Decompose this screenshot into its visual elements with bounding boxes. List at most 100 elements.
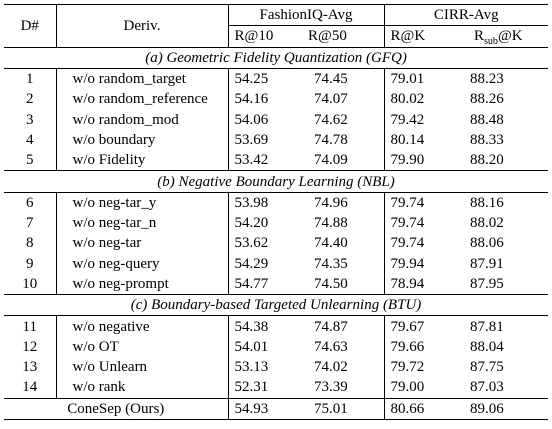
row-deriv: w/o boundary [55, 129, 228, 151]
table-row: 6 w/o neg-tar_y 53.98 74.96 79.74 88.16 [4, 192, 548, 213]
header-rsubk: Rsub@K [474, 28, 523, 48]
row-id: 3 [26, 111, 34, 128]
row-cirr-rsubk: 88.26 [470, 91, 504, 108]
row-id: 5 [26, 152, 34, 169]
row-id: 1 [26, 71, 34, 88]
section-title: (c) Boundary-based Targeted Unlearning (… [4, 294, 549, 317]
row-cirr-rsubk: 88.04 [470, 338, 504, 355]
row-cirr-rsubk: 87.91 [470, 255, 504, 272]
row-cirr-rk: 79.72 [383, 357, 465, 378]
table-row: 7 w/o neg-tar_n 54.20 74.88 79.74 88.02 [4, 212, 548, 234]
final-fashioniq-r50: 75.01 [308, 397, 385, 420]
table-row: 14 w/o rank 52.31 73.39 79.00 87.03 [4, 377, 548, 399]
row-fashioniq-r10: 53.98 [227, 192, 308, 213]
table-row: 12 w/o OT 54.01 74.63 79.66 88.04 [4, 336, 548, 358]
row-cirr-rk: 78.94 [383, 273, 465, 295]
row-fashioniq-r10: 54.16 [227, 89, 308, 110]
row-fashioniq-r50: 74.09 [314, 152, 348, 169]
table-row: 5 w/o Fidelity 53.42 74.09 79.90 88.20 [4, 150, 548, 171]
row-cirr-rsubk: 87.81 [470, 318, 504, 335]
row-deriv: w/o OT [55, 336, 228, 358]
row-cirr-rk: 79.74 [383, 192, 465, 213]
row-cirr-rk: 79.42 [383, 109, 465, 130]
section-title: (a) Geometric Fidelity Quantization (GFQ… [4, 46, 549, 69]
row-cirr-rk: 79.01 [383, 68, 465, 90]
ablation-table: D# Deriv. FashionIQ-Avg CIRR-Avg R@10 R@… [4, 3, 549, 420]
row-fashioniq-r10: 54.06 [227, 109, 308, 130]
row-id: 7 [26, 215, 34, 232]
header-r10: R@10 [227, 25, 308, 48]
table-row: 10 w/o neg-prompt 54.77 74.50 78.94 87.95 [4, 273, 548, 295]
table-row: 1 w/o random_target 54.25 74.45 79.01 88.23 [4, 68, 548, 90]
table-row: 11 w/o negative 54.38 74.87 79.67 87.81 [4, 315, 548, 337]
table-row: 2 w/o random_reference 54.16 74.07 80.02 88.2… [4, 89, 548, 110]
row-id: 12 [22, 338, 38, 355]
row-deriv: w/o neg-tar_n [55, 212, 228, 234]
row-cirr-rk: 80.02 [383, 89, 465, 110]
final-cirr-rsubk: 89.06 [464, 397, 549, 420]
row-deriv: w/o neg-tar [55, 233, 228, 254]
row-cirr-rsubk: 88.20 [470, 152, 504, 169]
final-fashioniq-r10: 54.93 [227, 397, 308, 420]
row-cirr-rk: 79.00 [383, 377, 465, 399]
section-header: (a) Geometric Fidelity Quantization (GFQ… [4, 46, 549, 69]
table-row: 9 w/o neg-query 54.29 74.35 79.94 87.91 [4, 253, 548, 274]
row-fashioniq-r50: 73.39 [314, 379, 348, 396]
row-cirr-rsubk: 88.02 [470, 215, 504, 232]
row-deriv: w/o Fidelity [55, 150, 228, 171]
row-deriv: w/o random_reference [55, 89, 228, 110]
row-deriv: w/o neg-prompt [55, 273, 228, 295]
row-fashioniq-r10: 54.20 [227, 212, 308, 234]
row-deriv: w/o random_target [55, 68, 228, 90]
header-rk: R@K [383, 25, 465, 48]
row-fashioniq-r50: 74.87 [314, 318, 348, 335]
row-id: 4 [26, 131, 34, 148]
row-fashioniq-r10: 53.13 [227, 357, 308, 378]
row-fashioniq-r10: 54.25 [227, 68, 308, 90]
row-id: 6 [26, 194, 34, 211]
row-fashioniq-r10: 52.31 [227, 377, 308, 399]
final-label: ConeSep (Ours) [4, 397, 228, 420]
header-id: D# [4, 4, 56, 48]
row-fashioniq-r50: 74.35 [314, 255, 348, 272]
row-fashioniq-r50: 74.07 [314, 91, 348, 108]
row-id: 9 [26, 255, 34, 272]
row-cirr-rsubk: 88.23 [470, 71, 504, 88]
row-fashioniq-r50: 74.78 [314, 131, 348, 148]
row-cirr-rsubk: 87.03 [470, 379, 504, 396]
table-row: 3 w/o random_mod 54.06 74.62 79.42 88.48 [4, 109, 548, 130]
section-header: (b) Negative Boundary Learning (NBL) [4, 170, 549, 193]
row-cirr-rsubk: 88.16 [470, 194, 504, 211]
row-id: 2 [26, 91, 34, 108]
row-cirr-rk: 79.66 [383, 336, 465, 358]
row-fashioniq-r50: 74.63 [314, 338, 348, 355]
row-deriv: w/o negative [55, 315, 228, 337]
final-cirr-rk: 80.66 [383, 397, 465, 420]
row-cirr-rk: 80.14 [383, 129, 465, 151]
row-cirr-rsubk: 87.75 [470, 359, 504, 376]
row-cirr-rk: 79.74 [383, 212, 465, 234]
header-cirr: CIRR-Avg [383, 3, 549, 27]
row-id: 10 [22, 276, 38, 292]
row-fashioniq-r10: 54.01 [227, 336, 308, 358]
row-cirr-rk: 79.74 [383, 233, 465, 254]
row-fashioniq-r10: 54.38 [227, 315, 308, 337]
row-cirr-rk: 79.67 [383, 315, 465, 337]
final-row: ConeSep (Ours) 54.93 75.01 80.66 89.06 [4, 397, 549, 420]
row-fashioniq-r10: 53.69 [227, 129, 308, 151]
row-fashioniq-r50: 74.02 [314, 359, 348, 376]
row-cirr-rsubk: 87.95 [470, 276, 504, 292]
section-title: (b) Negative Boundary Learning (NBL) [4, 170, 549, 193]
row-fashioniq-r50: 74.40 [314, 235, 348, 252]
table-row: 4 w/o boundary 53.69 74.78 80.14 88.33 [4, 129, 548, 151]
row-fashioniq-r50: 74.45 [314, 71, 348, 88]
row-fashioniq-r10: 54.29 [227, 253, 308, 274]
row-id: 8 [26, 235, 34, 252]
row-deriv: w/o neg-tar_y [55, 192, 228, 213]
row-fashioniq-r10: 53.42 [227, 150, 308, 171]
row-cirr-rsubk: 88.33 [470, 131, 504, 148]
table-row: 8 w/o neg-tar 53.62 74.40 79.74 88.06 [4, 233, 548, 254]
row-deriv: w/o random_mod [55, 109, 228, 130]
row-cirr-rsubk: 88.06 [470, 235, 504, 252]
header-deriv: Deriv. [55, 4, 228, 48]
